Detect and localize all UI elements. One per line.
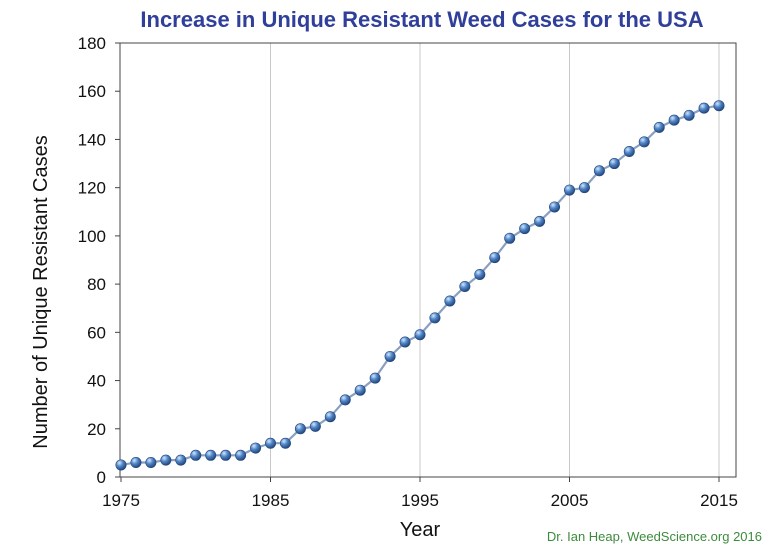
x-axis-label: Year bbox=[400, 519, 441, 541]
data-point bbox=[638, 136, 650, 148]
data-point bbox=[653, 121, 665, 133]
data-point bbox=[608, 158, 620, 170]
data-point bbox=[309, 420, 321, 432]
x-tick-label: 1985 bbox=[252, 491, 290, 510]
y-tick-label: 120 bbox=[78, 179, 106, 198]
y-tick-label: 60 bbox=[87, 323, 106, 342]
data-point bbox=[354, 384, 366, 396]
y-tick-label: 160 bbox=[78, 82, 106, 101]
y-tick-label: 100 bbox=[78, 227, 106, 246]
data-point bbox=[384, 350, 396, 362]
series bbox=[115, 100, 725, 471]
data-point bbox=[399, 336, 411, 348]
data-point bbox=[339, 394, 351, 406]
y-tick-label: 0 bbox=[97, 468, 106, 487]
data-point bbox=[623, 146, 635, 158]
data-point bbox=[459, 281, 471, 293]
plot-area bbox=[119, 42, 737, 478]
data-point bbox=[190, 449, 202, 461]
x-tick-label: 2015 bbox=[700, 491, 738, 510]
data-point bbox=[160, 454, 172, 466]
data-point bbox=[713, 100, 725, 112]
data-point bbox=[175, 454, 187, 466]
y-tick-label: 20 bbox=[87, 420, 106, 439]
data-point bbox=[444, 295, 456, 307]
data-point bbox=[324, 411, 336, 423]
y-tick-label: 40 bbox=[87, 372, 106, 391]
data-point bbox=[429, 312, 441, 324]
x-tick-label: 1975 bbox=[102, 491, 140, 510]
data-point bbox=[593, 165, 605, 177]
data-point bbox=[474, 268, 486, 280]
y-axis: 0 20 40 60 80 100 120 140 160 180 bbox=[78, 34, 120, 487]
y-tick-label: 140 bbox=[78, 130, 106, 149]
data-point bbox=[130, 457, 142, 469]
data-point bbox=[534, 215, 546, 227]
data-point bbox=[264, 437, 276, 449]
data-point bbox=[698, 102, 710, 114]
data-point bbox=[235, 449, 247, 461]
data-point bbox=[489, 252, 501, 264]
grid-lines bbox=[270, 43, 720, 477]
data-point bbox=[250, 442, 262, 454]
x-tick-label: 2005 bbox=[551, 491, 589, 510]
data-point bbox=[369, 372, 381, 384]
x-tick-label: 1995 bbox=[401, 491, 439, 510]
data-point bbox=[220, 449, 232, 461]
data-point bbox=[205, 449, 217, 461]
data-point bbox=[668, 114, 680, 126]
data-point bbox=[549, 201, 561, 213]
data-point bbox=[519, 223, 531, 235]
data-point bbox=[504, 232, 516, 244]
y-tick-label: 80 bbox=[87, 275, 106, 294]
credit-text: Dr. Ian Heap, WeedScience.org 2016 bbox=[547, 529, 762, 544]
data-point bbox=[145, 457, 157, 469]
y-tick-label: 180 bbox=[78, 34, 106, 53]
data-point bbox=[115, 459, 127, 471]
x-axis: 1975 1985 1995 2005 2015 bbox=[102, 477, 738, 510]
data-point bbox=[578, 182, 590, 194]
y-axis-label: Number of Unique Resistant Cases bbox=[30, 135, 52, 448]
data-point bbox=[683, 109, 695, 121]
data-point bbox=[414, 329, 426, 341]
data-point bbox=[279, 437, 291, 449]
data-point bbox=[294, 423, 306, 435]
data-point bbox=[563, 184, 575, 196]
chart-title: Increase in Unique Resistant Weed Cases … bbox=[140, 7, 703, 32]
